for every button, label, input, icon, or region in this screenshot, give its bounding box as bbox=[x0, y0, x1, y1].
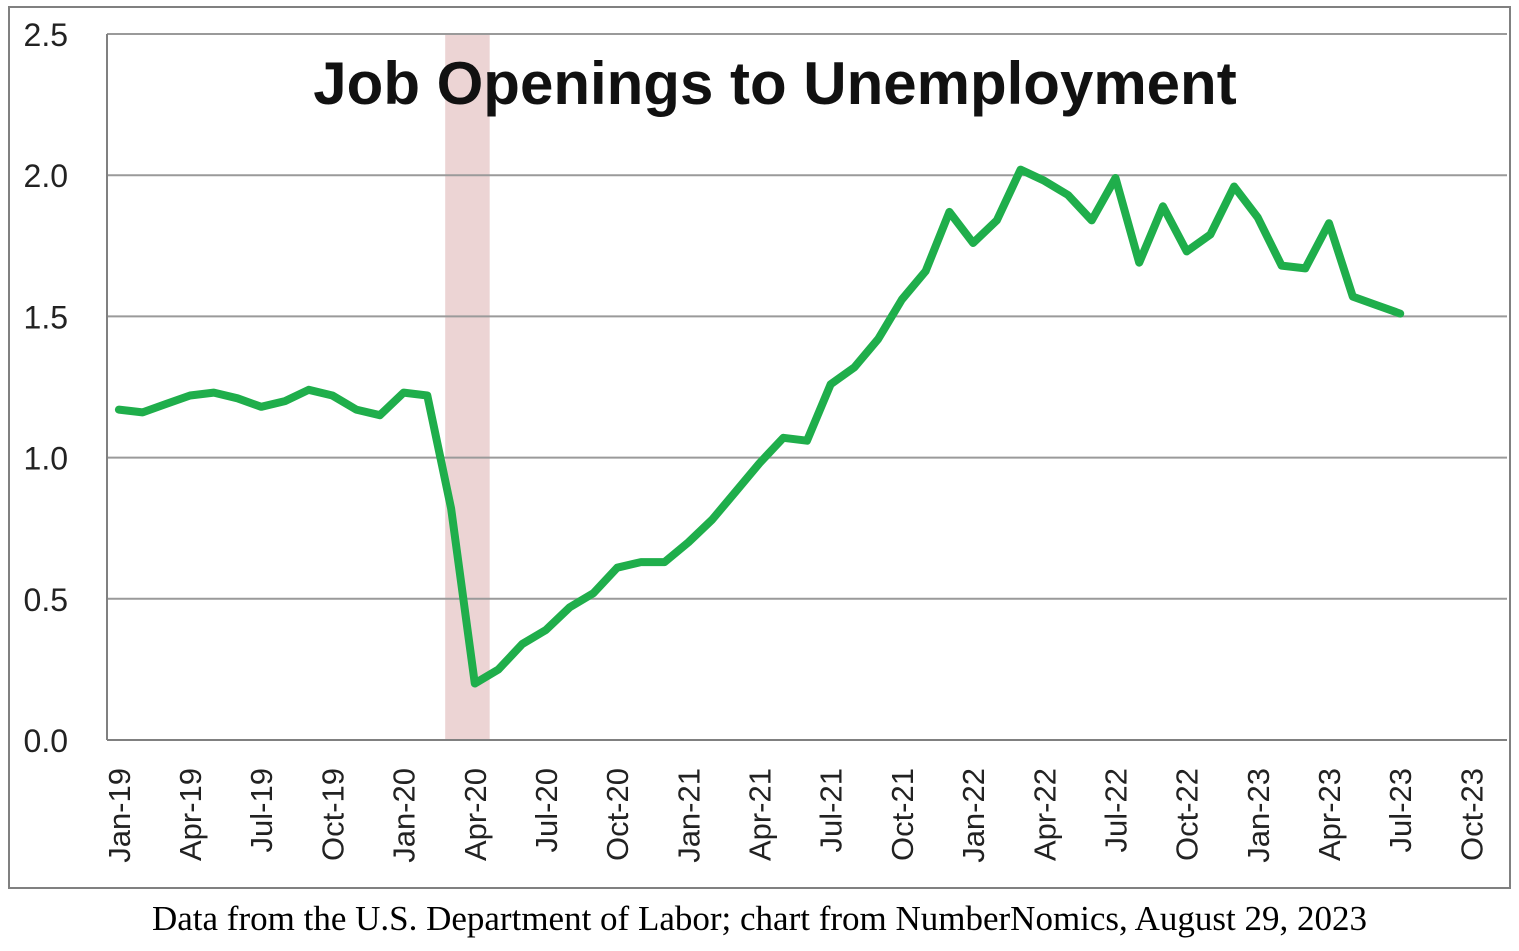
y-tick-labels: 0.0 0.5 1.0 1.5 2.0 2.5 bbox=[24, 17, 68, 759]
series-layer bbox=[114, 165, 1405, 688]
x-tick-label: Apr-23 bbox=[1312, 768, 1347, 861]
y-tick-label: 0.5 bbox=[24, 582, 68, 618]
x-tick-label: Apr-19 bbox=[173, 768, 208, 861]
x-tick-label: Oct-21 bbox=[885, 768, 920, 861]
x-tick-label: Jul-22 bbox=[1098, 768, 1133, 852]
x-tick-label: Oct-23 bbox=[1454, 768, 1489, 861]
y-tick-label: 0.0 bbox=[24, 723, 68, 759]
x-tick-label: Jan-23 bbox=[1241, 768, 1276, 863]
x-tick-label: Jul-19 bbox=[244, 768, 279, 852]
x-tick-label: Oct-20 bbox=[600, 768, 635, 861]
chart-title: Job Openings to Unemployment bbox=[313, 50, 1236, 117]
x-tick-label: Jan-20 bbox=[387, 768, 422, 863]
x-tick-label: Apr-20 bbox=[458, 768, 493, 861]
series-line bbox=[114, 165, 1405, 688]
x-tick-label: Apr-22 bbox=[1027, 768, 1062, 861]
x-tick-label: Apr-21 bbox=[743, 768, 778, 861]
x-tick-label: Jul-21 bbox=[814, 768, 849, 852]
x-tick-label: Jan-22 bbox=[956, 768, 991, 863]
x-tick-labels: Jan-19 Apr-19 Jul-19 Oct-19 Jan-20 Apr-20 Jul-… bbox=[102, 768, 1490, 863]
x-tick-label: Oct-22 bbox=[1170, 768, 1205, 861]
x-tick-label: Jan-19 bbox=[102, 768, 137, 863]
x-tick-label: Jan-21 bbox=[671, 768, 706, 863]
chart: 0.0 0.5 1.0 1.5 2.0 2.5 Jan-19 Apr-19 Jul-19 Oct… bbox=[24, 17, 1507, 863]
y-tick-label: 2.5 bbox=[24, 17, 68, 53]
x-tick-label: Jul-20 bbox=[529, 768, 564, 852]
source-caption: Data from the U.S. Department of Labor; … bbox=[151, 899, 1367, 938]
y-tick-label: 1.0 bbox=[24, 441, 68, 477]
y-tick-label: 1.5 bbox=[24, 299, 68, 335]
x-tick-label: Oct-19 bbox=[315, 768, 350, 861]
chart-frame: 0.0 0.5 1.0 1.5 2.0 2.5 Jan-19 Apr-19 Jul-19 Oct… bbox=[8, 6, 1511, 889]
gridlines bbox=[107, 33, 1507, 600]
x-tick-label: Jul-23 bbox=[1383, 768, 1418, 852]
axes bbox=[106, 34, 1507, 741]
y-tick-label: 2.0 bbox=[24, 158, 68, 194]
